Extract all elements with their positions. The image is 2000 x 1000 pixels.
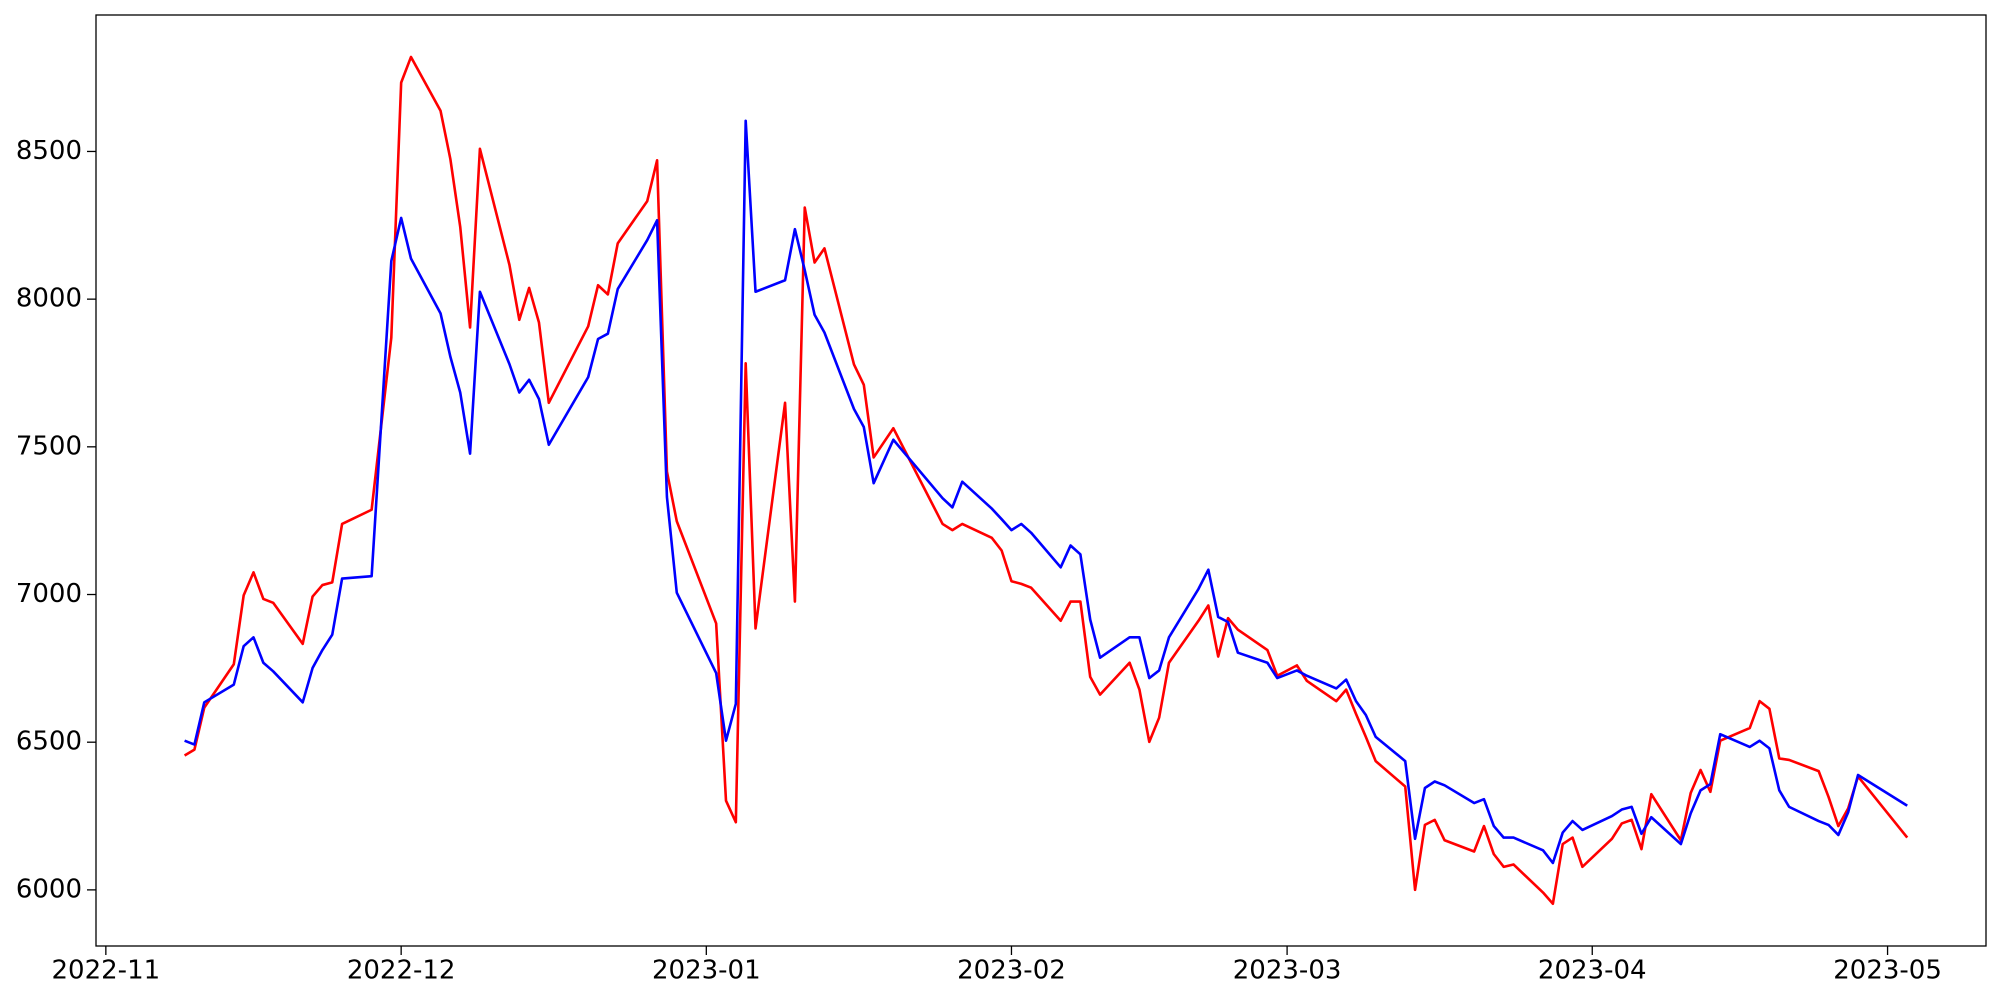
x-tick-label: 2022-12 xyxy=(347,956,456,986)
y-tick-label: 6000 xyxy=(16,874,82,904)
x-tick-label: 2023-02 xyxy=(957,956,1066,986)
x-tick-label: 2022-11 xyxy=(52,956,161,986)
line-series xyxy=(184,119,1908,865)
y-tick-label: 7500 xyxy=(16,431,82,461)
y-tick-label: 7000 xyxy=(16,579,82,609)
x-tick-label: 2023-04 xyxy=(1538,956,1647,986)
x-tick-label: 2023-05 xyxy=(1833,956,1942,986)
plot-frame xyxy=(95,14,1987,947)
y-tick-label: 8500 xyxy=(16,136,82,166)
x-tick-label: 2023-03 xyxy=(1233,956,1342,986)
y-tick-label: 6500 xyxy=(16,727,82,757)
x-tick-label: 2023-01 xyxy=(652,956,761,986)
y-tick-label: 8000 xyxy=(16,284,82,314)
line-series xyxy=(183,55,1909,906)
